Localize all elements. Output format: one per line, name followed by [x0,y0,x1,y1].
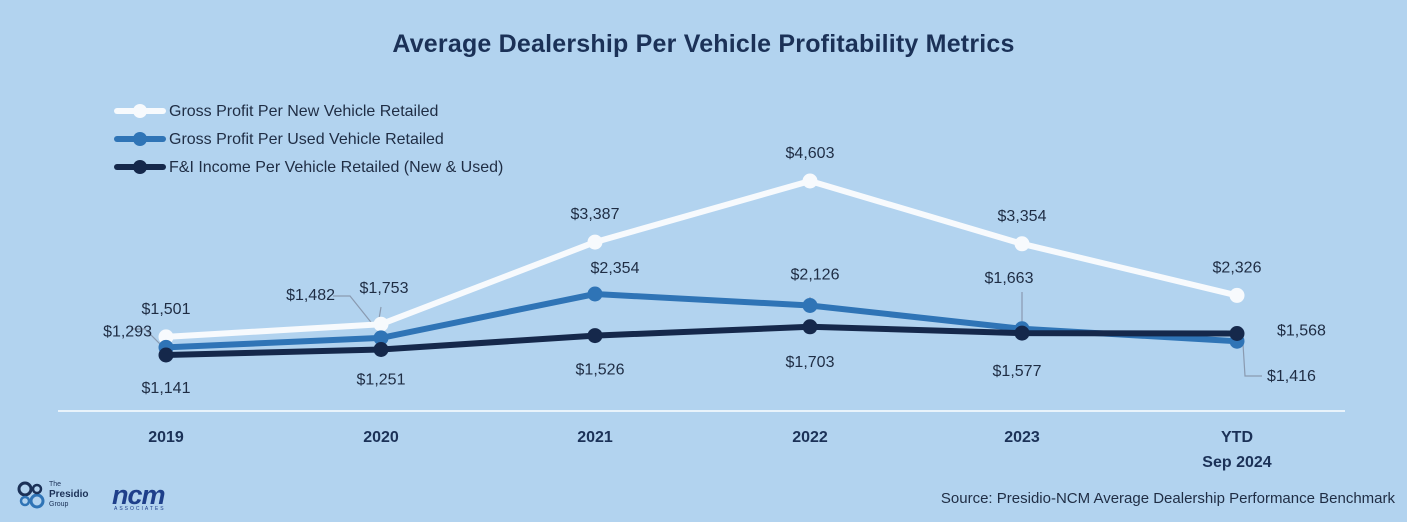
data-point [802,319,818,335]
x-tick-label: 2021 [577,429,613,446]
data-label: $2,326 [1213,259,1262,276]
presidio-mark-icon [17,481,45,509]
data-point [1229,326,1245,341]
legend: Gross Profit Per New Vehicle Retailed Gro… [114,103,503,176]
data-point [1014,236,1030,252]
leader-line [333,295,379,332]
data-point [373,330,389,346]
data-label: $1,482 [286,287,335,304]
data-label: $1,251 [357,371,406,388]
legend-label: Gross Profit Per New Vehicle Retailed [169,103,438,120]
data-label: $4,603 [786,145,835,162]
chart-title: Average Dealership Per Vehicle Profitabi… [392,30,1015,58]
data-point [1014,325,1030,341]
data-point [587,286,603,302]
data-point [158,329,174,345]
data-point [802,173,818,189]
series-layer [158,173,1245,363]
data-label: $1,293 [103,323,152,340]
presidio-logo-line-2: Presidio [49,489,89,500]
data-label: $1,663 [985,270,1034,287]
data-label: $2,126 [791,266,840,283]
series-line [163,323,1240,358]
series-line [163,178,1240,340]
data-labels: $1,501 $1,753 $3,387 $4,603 $3,354 $2,326 $1,2… [103,145,1326,397]
data-point [1229,287,1245,303]
data-point [802,298,818,313]
data-label: $1,568 [1277,323,1326,340]
data-label: $1,577 [993,363,1042,380]
data-label: $1,141 [142,380,191,397]
data-point [373,316,389,332]
presidio-logo: The Presidio Group [16,478,101,514]
data-point [587,328,603,344]
data-point [587,234,603,250]
series-2 [158,319,1245,363]
data-label: $1,526 [576,362,625,379]
presidio-logo-line-3: Group [49,501,69,508]
legend-swatch-marker [133,104,147,118]
x-axis-ticks: 2019 2020 2021 2022 2023 YTD Sep 2024 [148,429,1272,471]
leader-line [131,328,161,345]
data-label: $1,501 [142,301,191,318]
x-tick-label: Sep 2024 [1202,454,1271,471]
data-point [158,347,174,363]
legend-swatch-marker [133,160,147,174]
legend-swatch-marker [133,132,147,146]
presidio-logo-text: The Presidio Group [49,480,88,510]
x-tick-label: YTD [1221,429,1253,446]
data-label: $1,753 [360,280,409,297]
presidio-logo-line-1: The [49,481,62,488]
data-label: $1,416 [1267,368,1316,385]
data-label: $3,387 [571,206,620,223]
ncm-logo-subtitle: ASSOCIATES [114,506,166,512]
data-label: $1,703 [786,354,835,371]
legend-label: F&I Income Per Vehicle Retailed (New & U… [169,159,503,176]
legend-label: Gross Profit Per Used Vehicle Retailed [169,131,444,148]
data-label: $2,354 [591,260,640,277]
ncm-logo: ncm ASSOCIATES [112,480,182,512]
source-note: Source: Presidio-NCM Average Dealership … [940,490,1395,507]
data-label: $3,354 [998,208,1047,225]
data-point [373,342,389,357]
ncm-logo-wordmark: ncm [112,480,166,510]
leader-line [1242,343,1262,377]
series-0 [158,173,1245,345]
x-tick-label: 2019 [148,429,184,446]
x-tick-label: 2023 [1004,429,1040,446]
x-tick-label: 2020 [363,429,399,446]
x-tick-label: 2022 [792,429,828,446]
